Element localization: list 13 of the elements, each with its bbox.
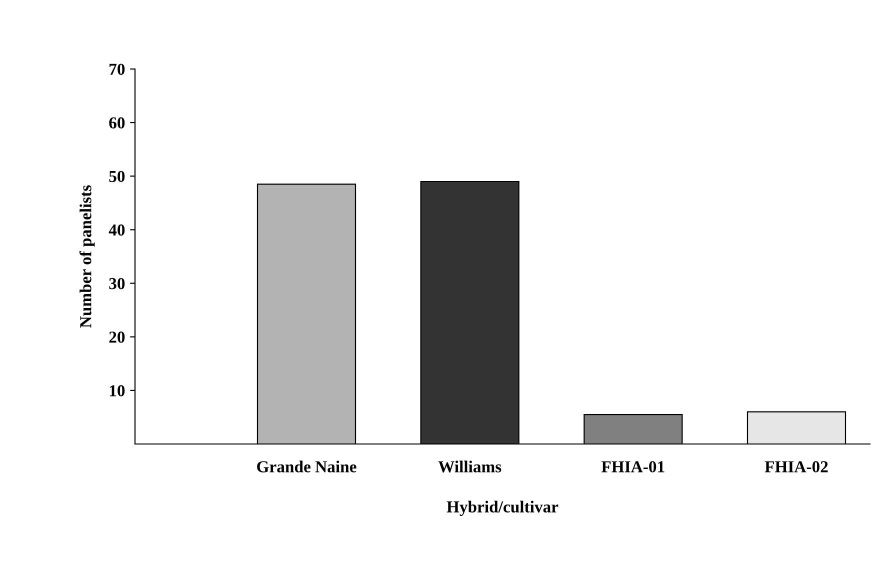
y-tick-label: 70 [110, 64, 125, 75]
x-tick-label: Grande Naine [257, 460, 356, 472]
y-tick-label: 40 [108, 224, 125, 236]
y-axis-title: Number of panelists [79, 185, 95, 328]
y-tick-label: 10 [110, 385, 125, 396]
x-tick-label: Williams [438, 460, 502, 472]
x-tick-label: FHIA-02 [764, 461, 828, 472]
y-tick-label: 60 [109, 117, 125, 129]
x-tick-label: FHIA-01 [602, 461, 664, 472]
y-tick-label: 50 [109, 170, 125, 182]
x-axis-title: Hybrid/cultivar [446, 500, 558, 516]
y-tick-label: 20 [109, 332, 125, 343]
y-tick-label: 30 [109, 278, 125, 290]
